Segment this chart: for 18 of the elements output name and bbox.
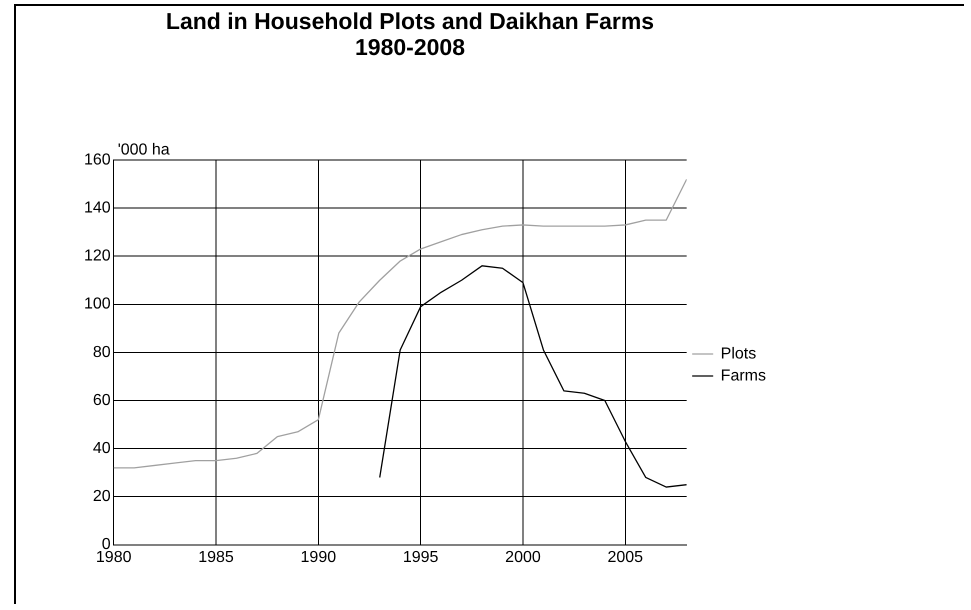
x-tick-label: 2000 bbox=[505, 548, 541, 566]
legend-label: Farms bbox=[720, 367, 766, 384]
y-tick-label: 120 bbox=[84, 248, 111, 265]
y-tick-label: 140 bbox=[84, 200, 111, 217]
y-axis-title: '000 ha bbox=[118, 141, 170, 158]
x-tick-label: 1990 bbox=[300, 548, 336, 566]
x-tick-label: 1985 bbox=[198, 548, 234, 566]
legend-label: Plots bbox=[720, 345, 756, 362]
y-tick-label: 40 bbox=[92, 440, 111, 458]
chart-title: Land in Household Plots and Daikhan Farms bbox=[164, 8, 656, 34]
x-tick-label: 2005 bbox=[607, 548, 644, 566]
x-tick-label: 1995 bbox=[402, 548, 439, 566]
y-tick-label: 100 bbox=[84, 296, 111, 313]
y-tick-label: 20 bbox=[92, 488, 111, 506]
y-tick-label: 160 bbox=[84, 151, 111, 168]
y-tick-label: 60 bbox=[92, 392, 111, 409]
chart-subtitle: 1980-2008 bbox=[354, 34, 466, 60]
y-tick-label: 80 bbox=[92, 344, 111, 361]
